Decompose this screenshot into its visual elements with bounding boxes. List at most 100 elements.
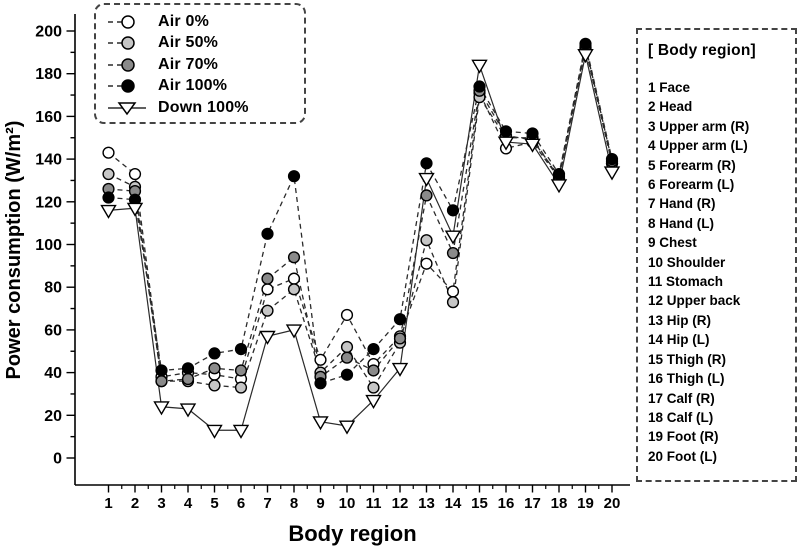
x-tick-label: 15: [471, 495, 488, 512]
body-region-item: 8 Hand (L): [648, 215, 714, 231]
marker-3: [367, 343, 380, 356]
marker-4: [418, 172, 435, 187]
marker-4: [471, 59, 488, 74]
body-region-list: 1 Face 2 Head 3 Upper arm (R) 4 Upper arm (…: [648, 78, 789, 466]
marker-3: [446, 204, 460, 217]
marker-2: [208, 362, 221, 375]
x-tick-label: 12: [392, 495, 409, 512]
legend-row-2: Air 70%: [106, 54, 296, 75]
marker-1: [446, 296, 460, 309]
marker-2: [393, 332, 407, 345]
marker-4: [100, 204, 117, 219]
series-legend-box: Air 0% Air 50% Air 70% Air 100% Down 100%: [94, 3, 306, 124]
marker-4: [312, 416, 329, 431]
marker-1: [287, 283, 301, 296]
circle-marker-icon: [108, 79, 135, 93]
marker-4: [232, 424, 250, 439]
legend-label: Air 50%: [158, 34, 219, 51]
marker-4: [126, 202, 144, 217]
body-region-item: 12 Upper back: [648, 293, 741, 309]
y-tick-label: 200: [35, 24, 62, 41]
x-tick-label: 14: [445, 495, 462, 512]
marker-0: [287, 272, 301, 285]
marker-4: [603, 166, 621, 181]
body-region-item: 17 Calf (R): [648, 390, 715, 406]
x-tick-label: 20: [604, 495, 621, 512]
body-region-item: 6 Forearm (L): [648, 177, 735, 193]
marker-3: [420, 157, 433, 170]
marker-3: [208, 347, 221, 360]
marker-0: [261, 283, 274, 296]
circle-marker-icon: [108, 57, 135, 72]
marker-4: [550, 179, 568, 194]
body-region-item: 16 Thigh (L): [648, 371, 725, 387]
body-region-item: 9 Chest: [648, 235, 697, 251]
x-tick-label: 11: [366, 495, 382, 512]
x-tick-label: 17: [524, 495, 541, 512]
x-tick-label: 2: [131, 495, 139, 512]
marker-2: [340, 351, 354, 364]
body-region-item: 4 Upper arm (L): [648, 138, 748, 154]
marker-3: [605, 153, 619, 166]
y-tick-label: 40: [44, 365, 62, 382]
x-tick-label: 7: [263, 495, 271, 512]
body-region-panel: [ Body region] 1 Face 2 Head 3 Upper arm (…: [636, 28, 797, 482]
marker-2: [234, 364, 248, 377]
y-tick-label: 20: [44, 408, 62, 425]
legend-row-1: Air 50%: [106, 33, 296, 54]
circle-marker-icon: [108, 14, 135, 29]
y-tick-label: 120: [35, 194, 62, 211]
marker-4: [497, 136, 515, 151]
marker-4: [444, 230, 462, 245]
x-tick-label: 1: [104, 495, 112, 512]
marker-0: [314, 353, 327, 366]
x-tick-label: 8: [290, 495, 298, 512]
marker-0: [420, 257, 433, 270]
triangle-down-marker-icon: [108, 101, 146, 115]
x-tick-label: 13: [418, 495, 435, 512]
y-tick-label: 140: [35, 152, 62, 169]
legend-label: Air 100%: [158, 77, 228, 94]
marker-4: [179, 403, 197, 418]
marker-2: [420, 189, 433, 202]
marker-2: [181, 372, 195, 386]
y-axis-title: Power consumption (W/m²): [3, 121, 25, 380]
marker-1: [420, 234, 433, 247]
marker-1: [234, 381, 248, 394]
legend-label: Air 70%: [158, 55, 219, 73]
marker-2: [261, 272, 274, 285]
marker-3: [579, 37, 592, 50]
marker-3: [181, 362, 195, 375]
y-tick-label: 100: [35, 237, 62, 254]
body-region-item: 20 Foot (L): [648, 448, 717, 464]
marker-2: [367, 364, 380, 377]
marker-3: [155, 364, 168, 377]
body-region-title: [ Body region]: [648, 42, 756, 59]
legend-row-3: Air 100%: [106, 76, 296, 97]
marker-3: [287, 170, 301, 183]
marker-3: [552, 167, 566, 181]
marker-3: [314, 377, 327, 390]
marker-0: [128, 167, 142, 181]
marker-3: [340, 368, 354, 381]
y-tick-label: 0: [53, 451, 62, 468]
marker-0: [102, 146, 115, 159]
body-region-item: 3 Upper arm (R): [648, 118, 750, 134]
marker-1: [367, 381, 380, 394]
body-region-item: 13 Hip (R): [648, 312, 712, 328]
marker-2: [287, 251, 301, 264]
body-region-item: 1 Face: [648, 80, 691, 95]
marker-4: [206, 424, 223, 439]
x-tick-label: 4: [184, 495, 193, 512]
y-tick-label: 80: [44, 280, 62, 297]
marker-3: [261, 227, 274, 240]
marker-1: [208, 379, 221, 392]
marker-4: [259, 330, 276, 345]
marker-4: [338, 420, 356, 435]
body-region-item: 7 Hand (R): [648, 196, 716, 212]
x-tick-label: 10: [339, 495, 356, 512]
marker-1: [340, 340, 354, 354]
y-tick-label: 180: [35, 66, 62, 83]
